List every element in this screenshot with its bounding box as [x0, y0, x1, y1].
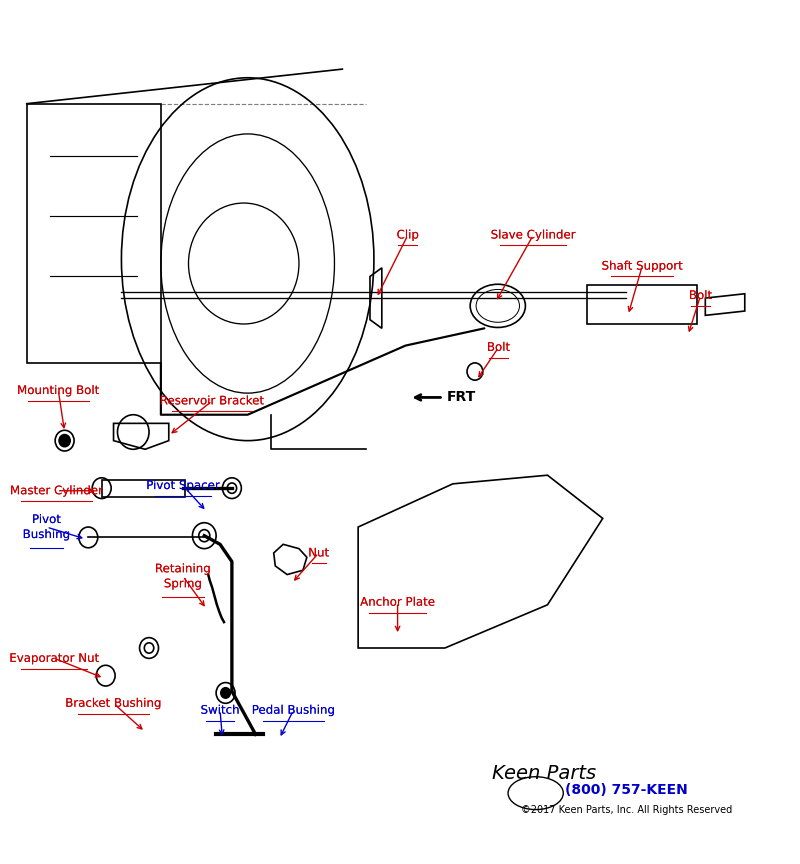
Text: Bolt: Bolt — [689, 289, 712, 302]
Text: Switch: Switch — [201, 703, 239, 717]
Text: Nut: Nut — [308, 546, 329, 560]
Text: Shaft Support: Shaft Support — [602, 259, 683, 273]
Text: FRT: FRT — [446, 391, 476, 404]
Circle shape — [59, 435, 70, 447]
Text: Pivot
Bushing: Pivot Bushing — [22, 513, 70, 541]
Text: Slave Cylinder: Slave Cylinder — [490, 228, 576, 242]
Circle shape — [221, 688, 230, 698]
Text: Pedal Bushing: Pedal Bushing — [252, 703, 335, 717]
Text: ©2017 Keen Parts, Inc. All Rights Reserved: ©2017 Keen Parts, Inc. All Rights Reserv… — [521, 805, 732, 816]
Text: Reservoir Bracket: Reservoir Bracket — [160, 394, 265, 408]
Text: Clip: Clip — [397, 228, 419, 242]
Text: Bolt: Bolt — [487, 340, 510, 354]
Text: Keen Parts: Keen Parts — [491, 764, 596, 783]
Text: Pivot Spacer: Pivot Spacer — [146, 479, 220, 492]
Text: Bracket Bushing: Bracket Bushing — [66, 696, 162, 710]
Text: Retaining
Spring: Retaining Spring — [155, 562, 211, 590]
Text: (800) 757-KEEN: (800) 757-KEEN — [565, 783, 688, 797]
Text: Evaporator Nut: Evaporator Nut — [10, 651, 99, 665]
Text: Anchor Plate: Anchor Plate — [360, 595, 435, 609]
Text: Master Cylinder: Master Cylinder — [10, 484, 103, 498]
Text: Mounting Bolt: Mounting Bolt — [17, 384, 99, 397]
